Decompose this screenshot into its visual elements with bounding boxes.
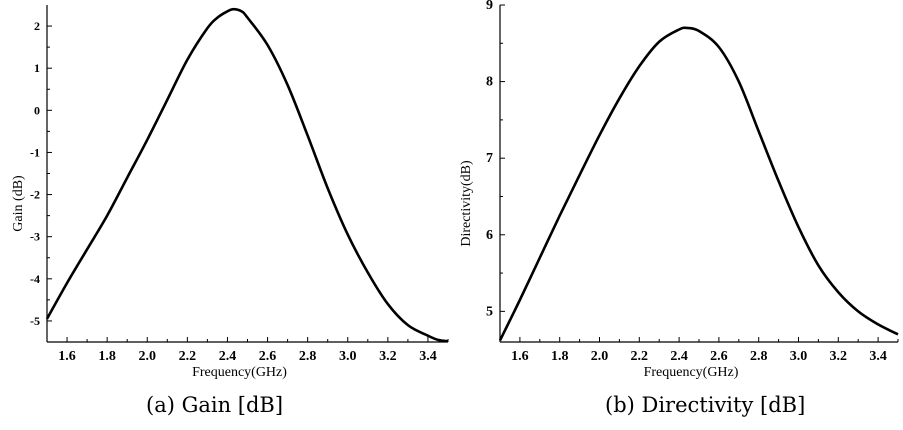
y-tick-label: -3 (30, 230, 40, 244)
x-tick-label: 1.8 (98, 349, 116, 364)
x-tick-label: 3.4 (419, 349, 437, 364)
series-line (45, 7, 449, 343)
x-tick-label: 2.2 (179, 349, 197, 364)
x-axis-label: Frequency(GHz) (644, 365, 739, 380)
x-axis-label: Frequency(GHz) (192, 365, 287, 380)
y-tick-label: 9 (486, 0, 493, 13)
x-tick-label: 2.4 (670, 349, 688, 364)
y-tick-label: 0 (34, 103, 40, 117)
x-tick-label: 3.0 (339, 349, 357, 364)
x-tick-label: 2.8 (299, 349, 317, 364)
x-tick-label: 3.0 (790, 349, 808, 364)
directivity-chart: 1.6 1.8 2.0 2.2 2.4 2.6 2.8 3.0 3.2 3.4 5 6 7 8 9 Frequ… (459, 0, 899, 380)
x-tick-label: 2.6 (259, 349, 277, 364)
y-axis-label: Directivity(dB) (459, 160, 474, 247)
caption-directivity: (b) Directivity [dB] (605, 393, 806, 417)
y-tick-label: 5 (486, 304, 493, 319)
y-tick-label: -5 (30, 314, 40, 328)
x-tick-label: 3.2 (830, 349, 848, 364)
x-tick-label: 2.4 (219, 349, 237, 364)
y-tick-label: 6 (486, 228, 493, 243)
x-tick-label: 2.2 (631, 349, 649, 364)
x-tick-label: 2.8 (750, 349, 768, 364)
y-tick-label: 2 (34, 19, 40, 33)
y-tick-label: 8 (486, 75, 493, 90)
x-tick-label: 1.6 (511, 349, 529, 364)
x-tick-label: 3.2 (379, 349, 397, 364)
y-tick-label: 1 (34, 61, 40, 75)
x-tick-label: 2.0 (591, 349, 609, 364)
y-tick-label: -1 (30, 145, 40, 159)
series-line (498, 26, 899, 342)
x-tick-label: 1.8 (551, 349, 569, 364)
y-tick-label: 7 (486, 151, 493, 166)
x-tick-label: 2.0 (139, 349, 157, 364)
x-tick-label: 2.6 (710, 349, 728, 364)
gain-chart: 1.6 1.8 2.0 2.2 2.4 2.6 2.8 3.0 3.2 3.4 -5 -4 -3 -2 -1… (11, 5, 449, 380)
x-tick-label: 3.4 (869, 349, 887, 364)
y-tick-label: -2 (30, 188, 40, 202)
y-axis-label: Gain (dB) (11, 175, 26, 232)
x-tick-label: 1.6 (58, 349, 76, 364)
caption-gain: (a) Gain [dB] (146, 393, 284, 417)
y-tick-label: -4 (30, 272, 40, 286)
